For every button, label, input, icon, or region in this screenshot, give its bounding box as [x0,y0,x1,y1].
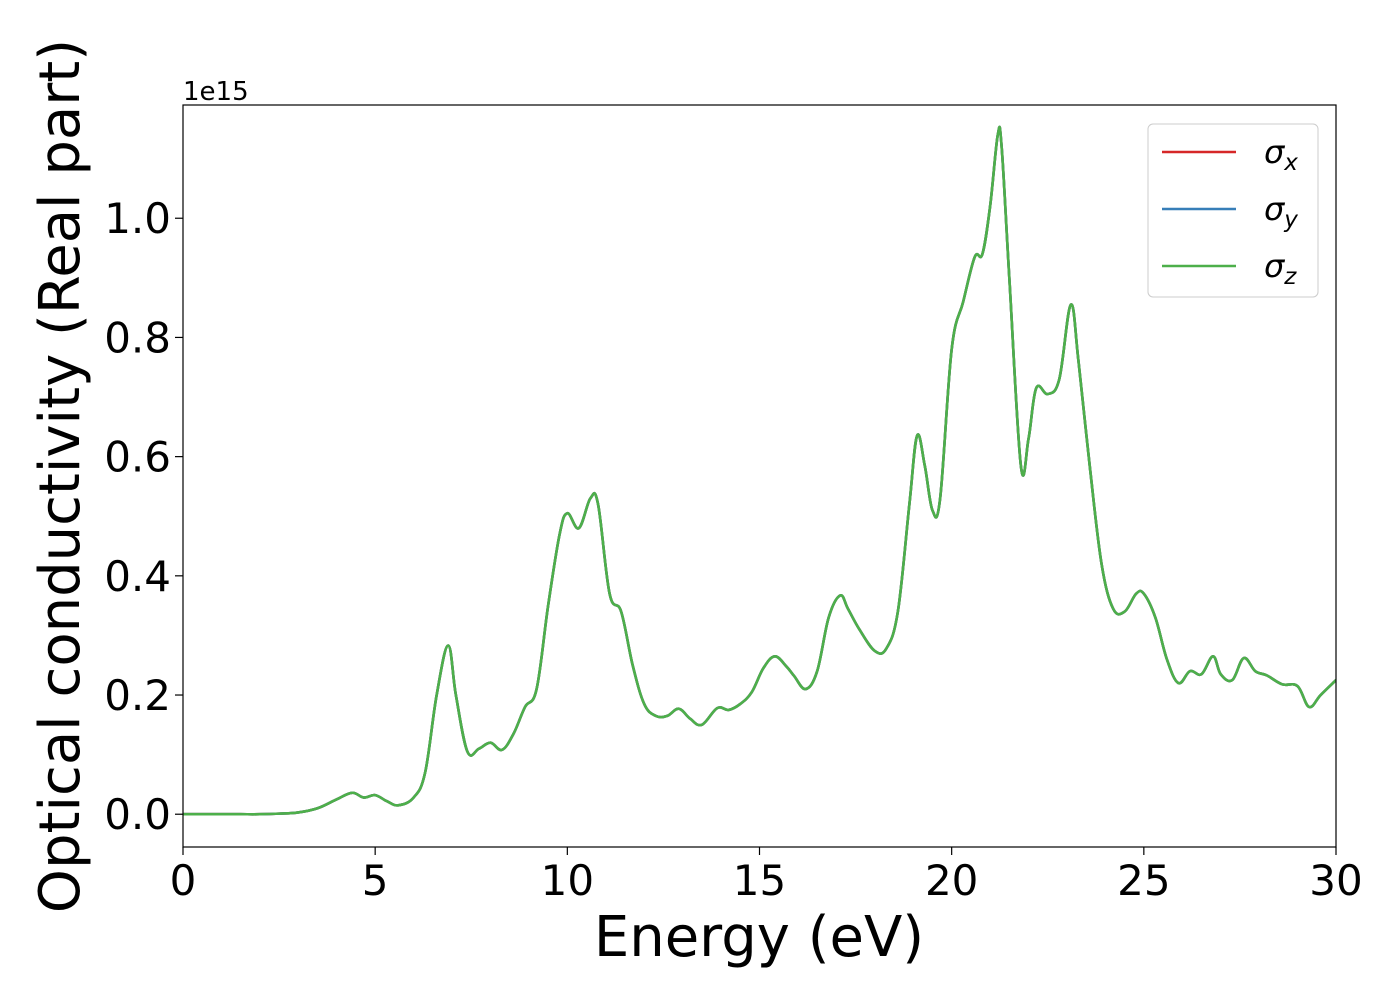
y-tick-label: 0.8 [104,313,171,362]
y-tick-label: 1.0 [104,194,171,243]
x-tick-label: 30 [1309,856,1362,905]
legend-label-sigma-y: σy [1264,190,1298,233]
x-axis-label: Energy (eV) [594,905,924,970]
y-axis: 0.0 0.2 0.4 0.6 0.8 1.0 [104,194,183,839]
y-tick-label: 0.6 [104,433,171,482]
y-offset-label: 1e15 [183,77,249,107]
x-tick-label: 25 [1117,856,1170,905]
legend-label-sigma-x: σx [1264,133,1298,176]
y-tick-label: 0.4 [104,552,171,601]
y-tick-label: 0.2 [104,671,171,720]
x-tick-label: 20 [925,856,978,905]
x-tick-label: 10 [541,856,594,905]
series-line-sigma-z [183,125,1336,816]
y-axis-label: Optical conductivity (Real part) [28,39,93,913]
legend-box [1147,123,1319,298]
y-tick-label: 0.0 [104,790,171,839]
legend-label-sigma-z: σz [1264,247,1297,290]
x-axis: 0 5 10 15 20 25 30 [170,847,1363,905]
x-tick-label: 15 [733,856,786,905]
series-layer [183,125,1336,816]
x-tick-label: 0 [170,856,197,905]
x-tick-label: 5 [362,856,389,905]
legend: σx σy σz [1147,123,1319,298]
